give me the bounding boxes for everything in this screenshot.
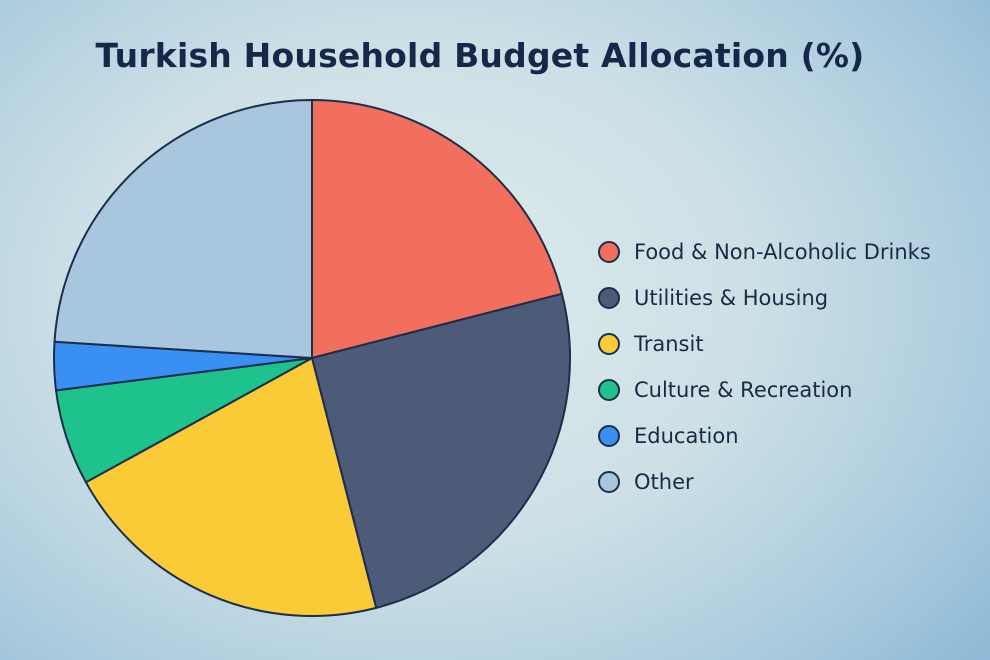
pie-chart (53, 99, 571, 617)
legend-swatch-culture (598, 379, 620, 401)
legend-label-education: Education (634, 424, 739, 448)
legend: Food & Non-Alcoholic Drinks Utilities & … (598, 229, 978, 505)
legend-swatch-other (598, 471, 620, 493)
legend-item-food: Food & Non-Alcoholic Drinks (598, 229, 978, 275)
legend-label-utilities: Utilities & Housing (634, 286, 829, 310)
legend-swatch-education (598, 425, 620, 447)
legend-label-culture: Culture & Recreation (634, 378, 853, 402)
pie-slice-food (311, 99, 563, 359)
legend-label-other: Other (634, 470, 694, 494)
pie-slice-other (53, 99, 313, 359)
legend-item-culture: Culture & Recreation (598, 367, 978, 413)
legend-item-utilities: Utilities & Housing (598, 275, 978, 321)
chart-title: Turkish Household Budget Allocation (%) (95, 36, 865, 75)
pie-slice-transit (84, 357, 378, 617)
pie-slice-utilities (311, 292, 571, 609)
legend-item-other: Other (598, 459, 978, 505)
legend-swatch-transit (598, 333, 620, 355)
legend-swatch-food (598, 241, 620, 263)
legend-item-education: Education (598, 413, 978, 459)
legend-swatch-utilities (598, 287, 620, 309)
legend-label-food: Food & Non-Alcoholic Drinks (634, 240, 931, 264)
legend-item-transit: Transit (598, 321, 978, 367)
legend-label-transit: Transit (634, 332, 704, 356)
